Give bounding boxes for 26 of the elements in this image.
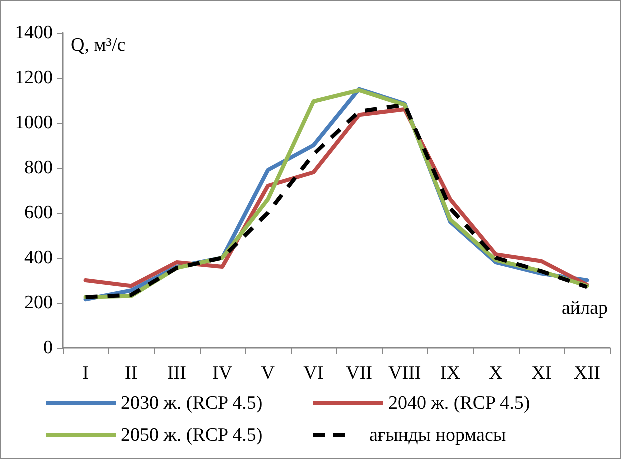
x-tick-label: VIII: [388, 363, 422, 384]
y-tick-label: 400: [24, 248, 53, 268]
y-tick-label: 1200: [15, 68, 53, 88]
x-tick-label: III: [167, 363, 186, 384]
y-axis-title: Q, м³/с: [71, 35, 126, 56]
x-tick-label: XII: [574, 363, 600, 384]
y-tick-label: 200: [24, 292, 53, 314]
x-tick-label: I: [82, 363, 89, 384]
y-tick-label: 600: [24, 202, 53, 224]
y-tick-label: 1000: [15, 112, 53, 134]
x-tick-label: II: [125, 363, 138, 384]
x-tick-label: VI: [304, 363, 324, 384]
y-tick-label: 800: [24, 158, 53, 178]
y-tick-label: 1400: [15, 22, 53, 44]
legend-label: 2030 ж. (RCP 4.5): [121, 393, 263, 414]
x-tick-label: IV: [212, 363, 233, 384]
x-tick-label: IX: [440, 363, 461, 384]
legend-label: 2040 ж. (RCP 4.5): [388, 393, 530, 414]
legend-label: 2050 ж. (RCP 4.5): [121, 425, 263, 446]
x-axis-title: айлар: [562, 298, 608, 319]
x-tick-label: V: [261, 363, 276, 384]
x-tick-label: X: [489, 363, 504, 384]
legend-label: ағынды нормасы: [369, 425, 506, 446]
x-tick-label: XI: [532, 363, 552, 384]
x-tick-label: VII: [346, 363, 372, 384]
y-tick-label: 0: [44, 338, 53, 358]
